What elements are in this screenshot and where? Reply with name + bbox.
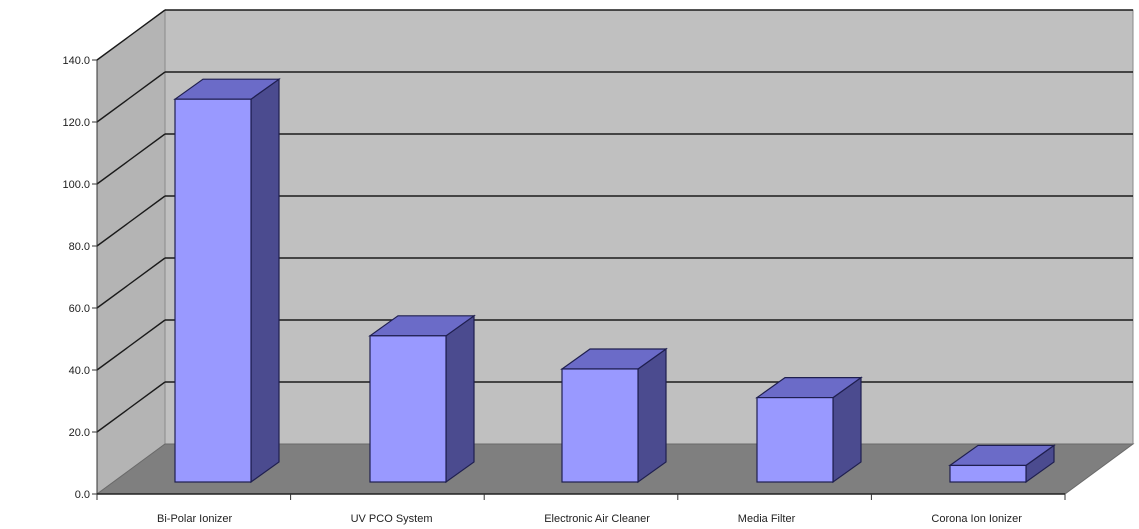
bar-side <box>637 347 667 484</box>
bar <box>369 335 447 483</box>
side-wall <box>96 9 166 495</box>
x-tick-label: Media Filter <box>738 513 796 525</box>
bar-side <box>445 314 475 484</box>
x-tick-label: Electronic Air Cleaner <box>544 513 650 525</box>
gridline-side <box>96 133 166 185</box>
y-tick-label: 80.0 <box>69 241 90 253</box>
bar <box>561 368 639 483</box>
y-tick-label: 60.0 <box>69 303 90 315</box>
x-tick-label: UV PCO System <box>351 513 433 525</box>
gridline-side <box>96 319 166 371</box>
bar-side <box>250 78 280 484</box>
gridline-side <box>96 9 166 61</box>
gridline-side <box>96 257 166 309</box>
gridline-side <box>96 71 166 123</box>
x-axis: Bi-Polar Ionizer UV PCO System Electronic … <box>96 493 1066 525</box>
y-tick-label: 140.0 <box>62 55 90 67</box>
y-tick-label: 120.0 <box>62 117 90 129</box>
y-axis: 0.0 20.0 40.0 60.0 80.0 100.0 120.0 140.0 <box>62 55 98 501</box>
bar <box>949 464 1027 483</box>
y-tick-label: 100.0 <box>62 179 90 191</box>
y-tick-label: 0.0 <box>75 489 90 501</box>
y-tick-label: 20.0 <box>69 427 90 439</box>
bar <box>756 397 834 483</box>
gridline-side <box>96 381 166 433</box>
gridline-side <box>96 195 166 247</box>
x-tick-label: Bi-Polar Ionizer <box>157 513 233 525</box>
gridlines <box>96 9 1133 433</box>
x-tick-label: Corona Ion Ionizer <box>931 513 1022 525</box>
y-tick-label: 40.0 <box>69 365 90 377</box>
bar <box>174 98 252 483</box>
bars <box>173 78 1056 484</box>
